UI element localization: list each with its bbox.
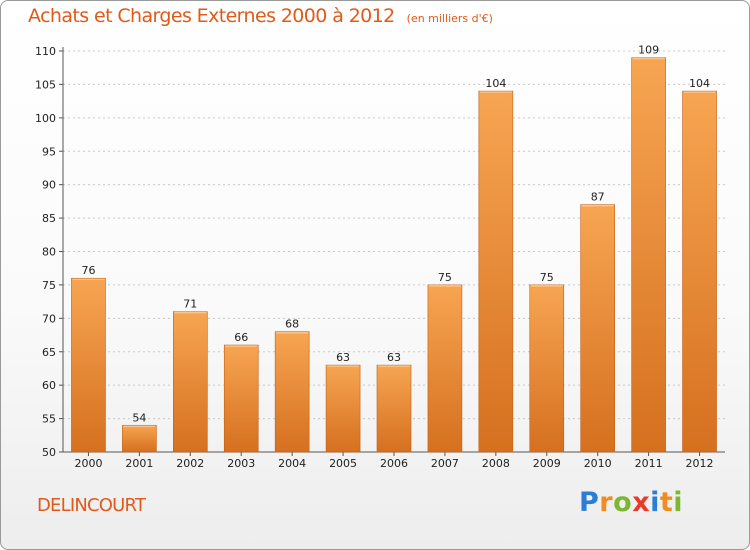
y-tick-label: 110 <box>35 45 56 58</box>
y-tick-label: 70 <box>42 312 56 325</box>
bar <box>376 364 412 453</box>
data-label: 71 <box>183 298 197 311</box>
bar <box>580 204 615 453</box>
data-label: 104 <box>689 77 710 90</box>
logo-letter: r <box>599 487 614 518</box>
bar <box>529 284 565 453</box>
x-tick-label: 2005 <box>329 457 357 470</box>
data-label: 63 <box>387 351 401 364</box>
bar <box>325 364 361 453</box>
data-label: 68 <box>285 318 299 331</box>
x-tick-label: 2011 <box>635 457 663 470</box>
bar <box>274 331 310 453</box>
x-tick-label: 2012 <box>686 457 714 470</box>
x-tick-label: 2010 <box>584 457 612 470</box>
y-tick-label: 80 <box>42 246 56 259</box>
data-label: 76 <box>81 264 95 277</box>
x-tick-label: 2000 <box>74 457 102 470</box>
bar <box>478 90 514 453</box>
data-label: 109 <box>638 44 659 57</box>
y-tick-label: 100 <box>35 112 56 125</box>
axes: 50 55 60 65 70 75 80 85 90 95 100 105 110 2000 2001 200… <box>35 45 725 470</box>
y-tick-label: 85 <box>42 212 56 225</box>
x-tick-label: 2004 <box>278 457 306 470</box>
x-tick-label: 2008 <box>482 457 510 470</box>
proxiti-logo: Proxiti <box>579 487 683 518</box>
data-label: 54 <box>132 411 146 424</box>
y-tick-label: 60 <box>42 379 56 392</box>
data-label: 63 <box>336 351 350 364</box>
bar <box>427 284 463 453</box>
data-label: 75 <box>438 271 452 284</box>
logo-letter: P <box>579 487 600 518</box>
chart-unit: (en milliers d'€) <box>406 12 493 25</box>
y-tick-label: 65 <box>42 346 56 359</box>
x-tick-label: 2006 <box>380 457 408 470</box>
bar <box>682 90 717 453</box>
data-label: 104 <box>485 77 506 90</box>
data-label: 75 <box>540 271 554 284</box>
logo-letter: i <box>673 487 684 518</box>
logo-letter: t <box>659 487 674 518</box>
bar <box>223 344 259 453</box>
y-tick-label: 50 <box>42 446 56 459</box>
bars <box>71 57 717 453</box>
logo-letter: o <box>613 487 633 518</box>
x-tick-label: 2001 <box>125 457 153 470</box>
x-tick-label: 2003 <box>227 457 255 470</box>
chart-title-group: Achats et Charges Externes 2000 à 2012 (… <box>28 5 493 27</box>
chart-title: Achats et Charges Externes 2000 à 2012 <box>28 5 395 27</box>
place-name: DELINCOURT <box>37 495 146 516</box>
data-label: 87 <box>591 191 605 204</box>
x-tick-label: 2002 <box>176 457 204 470</box>
bar <box>122 424 157 453</box>
y-tick-label: 55 <box>42 413 56 426</box>
x-tick-label: 2007 <box>431 457 459 470</box>
y-tick-label: 105 <box>35 78 56 91</box>
bar <box>71 277 106 453</box>
logo-letter: x <box>632 487 651 518</box>
y-tick-label: 95 <box>42 145 56 158</box>
data-labels: 76 54 71 66 68 63 63 75 104 75 87 109 104 <box>81 44 710 425</box>
bar <box>631 57 666 453</box>
bar <box>173 311 208 453</box>
y-tick-label: 75 <box>42 279 56 292</box>
logo-letter: i <box>650 487 660 518</box>
y-tick-label: 90 <box>42 179 56 192</box>
x-tick-label: 2009 <box>533 457 561 470</box>
data-label: 66 <box>234 331 248 344</box>
